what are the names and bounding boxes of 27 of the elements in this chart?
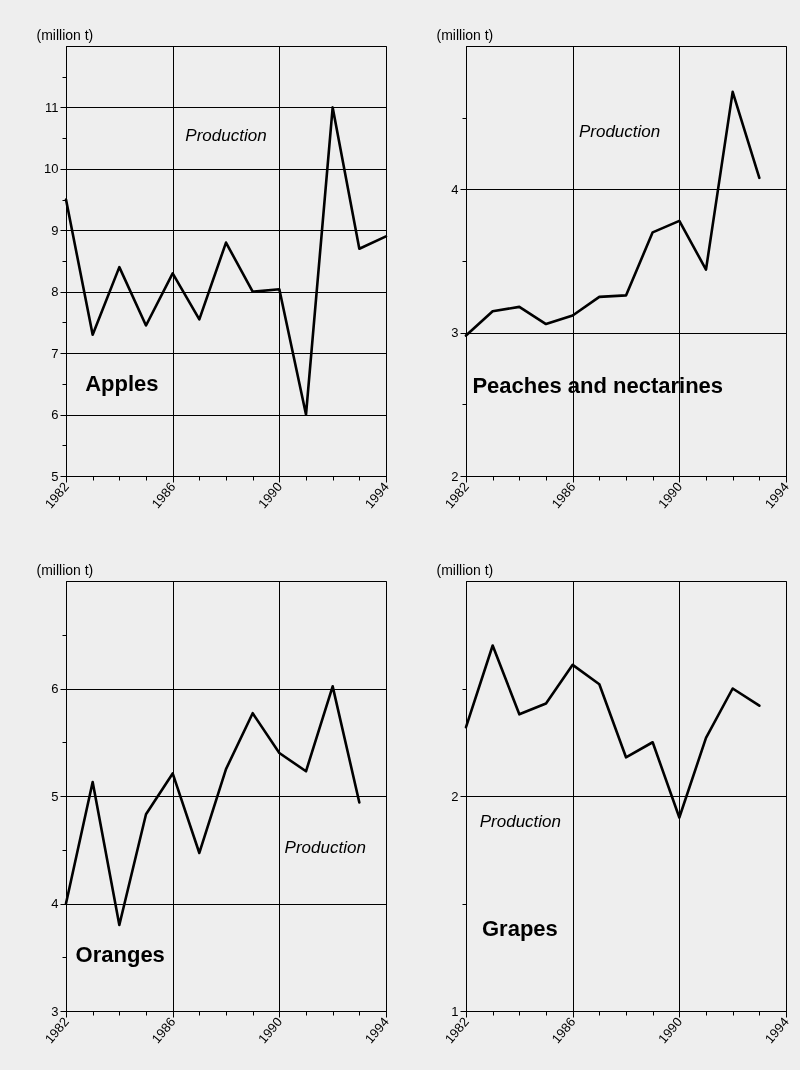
y-tick-label: 8 [51,284,59,300]
y-axis-title: (million t) [436,561,494,578]
annotation: Production [578,122,661,141]
y-tick-label: 4 [51,896,59,911]
y-axis-title: (million t) [36,26,94,43]
y-tick-label: 2 [451,788,459,804]
y-tick-label: 3 [51,1003,59,1019]
y-tick-label: 3 [451,325,459,341]
text: Grapes [482,916,558,942]
y-axis-title: (million t) [36,561,94,578]
y-tick-label: 4 [451,181,459,197]
text: Apples [85,370,159,396]
y-axis-title: (million t) [436,26,494,43]
annotation: Production [284,837,366,857]
text: Oranges [75,942,165,968]
annotation: Production [479,811,562,831]
y-tick-label: 2 [451,468,459,484]
y-tick-label: 5 [51,788,59,804]
y-tick-label: 6 [51,681,59,696]
y-tick-label: 6 [51,407,59,423]
annotation: Production [185,126,267,146]
y-tick-label: 10 [44,161,59,177]
y-tick-label: 5 [51,468,59,484]
y-tick-label: 11 [45,99,59,115]
y-tick-label: 9 [51,222,59,238]
y-tick-label: 1 [451,1003,459,1019]
y-tick-label: 7 [51,345,59,361]
